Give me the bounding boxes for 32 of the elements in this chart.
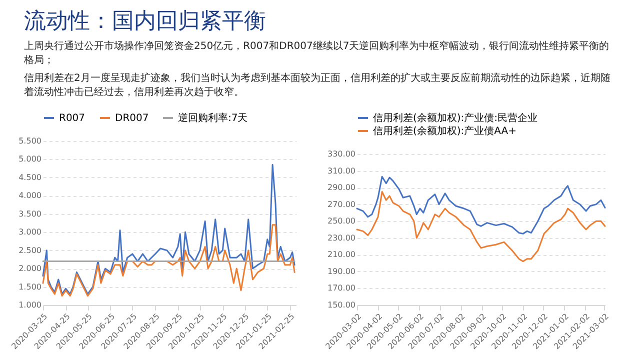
y-tick-label: 150.00	[328, 300, 356, 310]
y-tick-label: 3.000	[18, 228, 42, 237]
y-tick-label: 250.00	[328, 216, 356, 226]
y-tick-label: 190.00	[328, 266, 356, 276]
y-tick-label: 5.000	[18, 154, 42, 164]
y-tick-label: 4.500	[18, 172, 42, 182]
y-tick-label: 230.00	[328, 233, 356, 242]
legend-label: 信用利差(余额加权):产业债:民营企业	[373, 112, 538, 124]
legend-label: DR007	[115, 113, 149, 124]
y-tick-label: 1.000	[18, 300, 42, 310]
line-series	[42, 224, 296, 297]
y-tick-label: 1.500	[18, 282, 42, 292]
y-tick-label: 4.000	[18, 191, 42, 200]
line-series	[42, 164, 296, 295]
text: 上周央行通过公开市场操作净回笼资金250亿元，R007和DR007继续以7天逆回购利率为中枢窄幅波动，银行间流动性维持紧平衡的格局；	[24, 40, 610, 68]
y-tick-label: 330.00	[328, 150, 356, 158]
text: 信用利差在2月一度呈现走扩迹象，我们当时认为考虑到基本面较为正面，信用利差的扩大或主要反应前期流动性的边际趋紧，近期随着流动性冲击已经过去，信用利差再次趋于收窄。	[24, 72, 612, 100]
line-series	[356, 176, 606, 234]
y-tick-label: 270.00	[328, 200, 356, 209]
y-tick-label: 290.00	[328, 183, 356, 192]
y-tick-label: 170.00	[328, 284, 356, 293]
y-tick-label: 210.00	[328, 250, 356, 260]
y-tick-label: 2.000	[18, 264, 42, 274]
text: 流动性：国内回归紧平衡	[24, 8, 267, 36]
legend-label: 信用利差(余额加权):产业债AA+	[373, 125, 517, 137]
line-series	[356, 191, 606, 262]
legend-label: R007	[59, 113, 86, 124]
y-tick-label: 3.500	[18, 209, 42, 218]
y-tick-label: 310.00	[328, 166, 356, 176]
y-tick-label: 2.500	[18, 246, 42, 255]
legend-label: 逆回购利率:7天	[178, 112, 248, 124]
y-tick-label: 5.500	[18, 136, 42, 146]
